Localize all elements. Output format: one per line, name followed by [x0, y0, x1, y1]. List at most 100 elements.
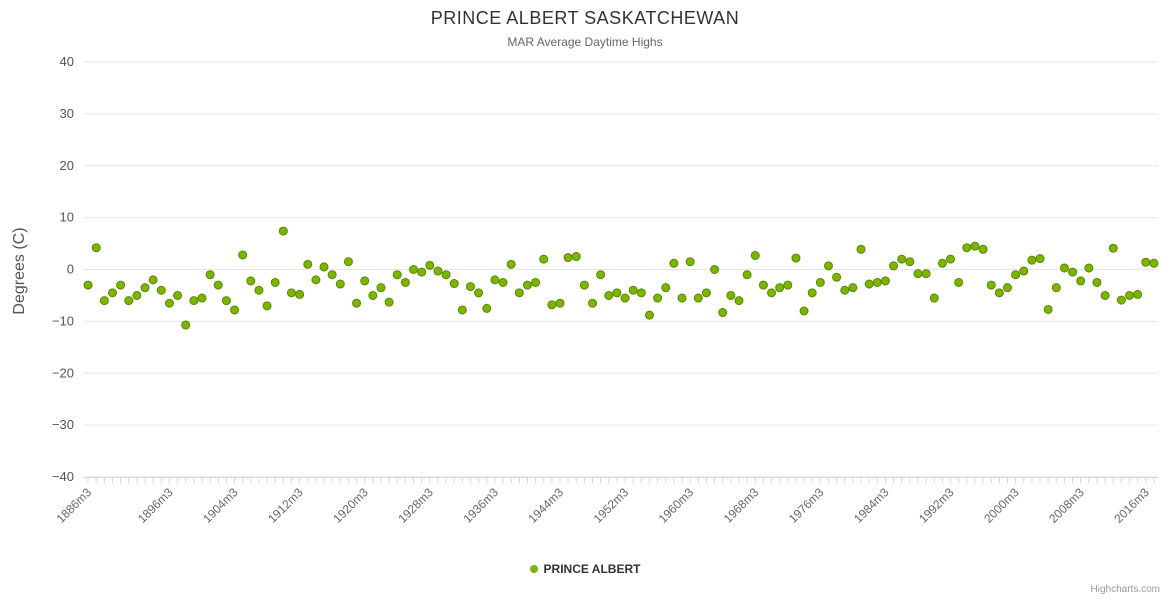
data-point[interactable]: [319, 262, 329, 272]
data-point[interactable]: [148, 275, 158, 285]
data-point[interactable]: [368, 290, 378, 300]
data-point[interactable]: [563, 253, 573, 263]
data-point[interactable]: [946, 254, 956, 264]
data-point[interactable]: [758, 280, 768, 290]
data-point[interactable]: [767, 288, 777, 298]
data-point[interactable]: [409, 265, 419, 274]
data-point[interactable]: [433, 266, 443, 276]
data-point[interactable]: [303, 259, 313, 269]
data-point[interactable]: [555, 298, 565, 308]
data-point[interactable]: [905, 257, 915, 267]
data-point[interactable]: [91, 243, 101, 253]
data-point[interactable]: [498, 277, 508, 287]
data-point[interactable]: [1116, 295, 1126, 305]
data-point[interactable]: [335, 279, 345, 289]
data-point[interactable]: [278, 226, 288, 236]
data-point[interactable]: [864, 279, 874, 289]
data-point[interactable]: [376, 283, 386, 293]
data-point[interactable]: [205, 270, 215, 280]
data-point[interactable]: [710, 265, 720, 274]
data-point[interactable]: [1108, 243, 1118, 253]
data-point[interactable]: [929, 293, 939, 303]
data-point[interactable]: [620, 293, 630, 303]
data-point[interactable]: [1043, 304, 1053, 314]
data-point[interactable]: [962, 243, 972, 253]
data-point[interactable]: [970, 241, 980, 251]
data-point[interactable]: [514, 288, 524, 298]
data-point[interactable]: [775, 283, 785, 293]
data-point[interactable]: [246, 276, 256, 286]
data-point[interactable]: [726, 290, 736, 300]
data-point[interactable]: [661, 283, 671, 293]
data-point[interactable]: [685, 257, 695, 267]
data-point[interactable]: [913, 269, 923, 279]
data-point[interactable]: [181, 320, 191, 330]
data-point[interactable]: [653, 293, 663, 303]
data-point[interactable]: [986, 280, 996, 290]
data-point[interactable]: [1035, 254, 1045, 264]
data-point[interactable]: [230, 305, 240, 315]
data-point[interactable]: [750, 250, 760, 260]
data-point[interactable]: [132, 290, 142, 300]
data-point[interactable]: [734, 296, 744, 306]
data-point[interactable]: [994, 288, 1004, 298]
data-point[interactable]: [531, 277, 541, 287]
data-point[interactable]: [254, 285, 264, 295]
data-point[interactable]: [124, 296, 134, 306]
data-point[interactable]: [636, 288, 646, 298]
data-point[interactable]: [441, 270, 451, 280]
data-point[interactable]: [1076, 276, 1086, 286]
legend-item[interactable]: PRINCE ALBERT: [529, 562, 640, 576]
data-point[interactable]: [604, 290, 614, 300]
data-point[interactable]: [742, 270, 752, 280]
data-point[interactable]: [197, 293, 207, 303]
data-point[interactable]: [425, 260, 435, 270]
data-point[interactable]: [815, 277, 825, 287]
data-point[interactable]: [1059, 263, 1069, 273]
data-point[interactable]: [840, 285, 850, 295]
data-point[interactable]: [1100, 290, 1110, 300]
data-point[interactable]: [213, 280, 223, 290]
data-point[interactable]: [140, 283, 150, 293]
data-point[interactable]: [547, 300, 557, 310]
data-point[interactable]: [262, 301, 272, 311]
data-point[interactable]: [823, 261, 833, 271]
data-point[interactable]: [872, 277, 882, 287]
data-point[interactable]: [612, 288, 622, 298]
data-point[interactable]: [954, 277, 964, 287]
data-point[interactable]: [1084, 263, 1094, 273]
data-point[interactable]: [449, 279, 459, 289]
data-point[interactable]: [99, 296, 109, 306]
data-point[interactable]: [807, 288, 817, 298]
data-point[interactable]: [295, 289, 305, 299]
data-point[interactable]: [783, 280, 793, 290]
data-point[interactable]: [1141, 257, 1151, 267]
data-point[interactable]: [465, 282, 475, 292]
data-point[interactable]: [718, 308, 728, 318]
data-point[interactable]: [164, 298, 174, 308]
data-point[interactable]: [897, 254, 907, 264]
data-point[interactable]: [522, 280, 532, 290]
data-point[interactable]: [490, 275, 500, 285]
data-point[interactable]: [1149, 258, 1159, 268]
data-point[interactable]: [327, 270, 337, 280]
data-point[interactable]: [482, 303, 492, 313]
data-point[interactable]: [360, 276, 370, 286]
data-point[interactable]: [799, 306, 809, 316]
data-point[interactable]: [978, 244, 988, 254]
data-point[interactable]: [270, 277, 280, 287]
data-point[interactable]: [107, 288, 117, 298]
data-point[interactable]: [156, 285, 166, 295]
data-point[interactable]: [238, 250, 248, 260]
data-point[interactable]: [83, 280, 93, 290]
data-point[interactable]: [400, 277, 410, 287]
credits-link[interactable]: Highcharts.com: [1090, 584, 1160, 595]
data-point[interactable]: [1068, 267, 1078, 277]
data-point[interactable]: [474, 288, 484, 298]
data-point[interactable]: [1133, 289, 1143, 299]
data-point[interactable]: [1027, 255, 1037, 265]
data-point[interactable]: [856, 244, 866, 254]
data-point[interactable]: [791, 253, 801, 263]
data-point[interactable]: [921, 269, 931, 279]
